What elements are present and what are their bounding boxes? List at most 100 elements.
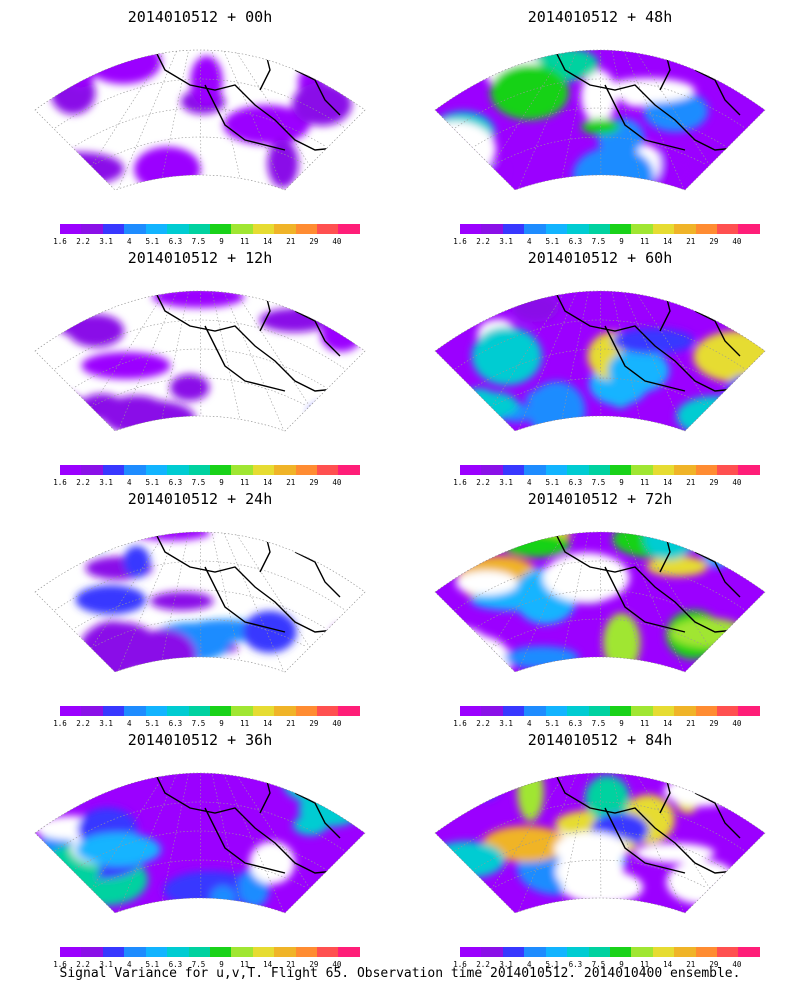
colorbar-tick-label: 6.3 — [568, 237, 583, 246]
colorbar-swatch — [338, 224, 360, 234]
variance-blob — [57, 313, 101, 338]
variance-map — [34, 49, 366, 191]
colorbar-swatch — [231, 706, 253, 716]
colorbar — [460, 947, 760, 957]
colorbar-tick-label: 5.1 — [545, 960, 560, 969]
colorbar-swatch — [188, 224, 210, 234]
colorbar-tick-label: 7.5 — [191, 960, 206, 969]
colorbar-swatch — [317, 706, 339, 716]
colorbar-swatch — [124, 465, 146, 475]
map-panel: 2014010512 + 24h 1.6 2.2 3.1 4 5.1 6.3 7.5 9 11 14… — [0, 484, 400, 729]
colorbar-swatch — [60, 224, 82, 234]
colorbar-labels: 1.6 2.2 3.1 4 5.1 6.3 7.5 9 11 14 21 29 40 — [48, 719, 372, 729]
variance-blob — [223, 105, 310, 145]
variance-map — [434, 531, 766, 673]
colorbar-tick-label: 4 — [126, 719, 132, 728]
variance-blob — [471, 773, 501, 800]
colorbar-tick-label: 14 — [263, 719, 273, 728]
colorbar-tick-label: 11 — [240, 719, 250, 728]
variance-blob — [292, 82, 352, 126]
colorbar-tick-label: 5.1 — [145, 237, 160, 246]
colorbar-tick-label: 7.5 — [591, 237, 606, 246]
variance-blob — [134, 146, 201, 190]
colorbar-swatch — [274, 706, 296, 716]
colorbar-tick-label: 11 — [240, 478, 250, 487]
colorbar-swatch — [545, 465, 568, 475]
colorbar-tick-label: 14 — [263, 237, 273, 246]
colorbar-swatch — [738, 465, 760, 475]
colorbar-swatch — [209, 465, 232, 475]
colorbar-tick-label: 9 — [619, 237, 624, 246]
colorbar-swatch — [274, 224, 296, 234]
colorbar-tick-label: 1.6 — [53, 960, 67, 969]
coastline — [554, 50, 741, 151]
colorbar-tick-label: 9 — [219, 960, 224, 969]
colorbar-swatch — [502, 947, 525, 957]
variance-map — [434, 772, 766, 914]
colorbar-swatch — [167, 465, 189, 475]
colorbar-swatch — [274, 465, 296, 475]
variance-blob — [490, 64, 569, 120]
coastline — [154, 50, 341, 151]
map-panel: 2014010512 + 36h 1.6 2.2 3.1 4 5.1 6.3 7.5 9 11 14… — [0, 725, 400, 970]
colorbar-tick-label: 29 — [709, 237, 719, 246]
colorbar-tick-label: 40 — [732, 719, 742, 728]
variance-blob — [435, 841, 505, 879]
colorbar-tick-label: 21 — [686, 719, 696, 728]
colorbar-swatch — [652, 706, 675, 716]
colorbar-tick-label: 9 — [219, 478, 224, 487]
variance-blob — [328, 624, 355, 665]
colorbar-swatch — [81, 947, 103, 957]
colorbar-tick-label: 21 — [286, 960, 296, 969]
colorbar-swatch — [567, 465, 589, 475]
colorbar-tick-label: 4 — [526, 960, 532, 969]
variance-blob — [37, 152, 124, 186]
variance-blob — [517, 773, 544, 822]
variance-blob — [482, 825, 569, 862]
map-panel: 2014010512 + 60h 1.6 2.2 3.1 4 5.1 6.3 7.5 9 11 14… — [400, 243, 800, 488]
colorbar-swatch — [652, 465, 675, 475]
variance-blob — [502, 532, 571, 558]
colorbar-swatch — [652, 947, 675, 957]
colorbar-tick-label: 1.6 — [53, 237, 67, 246]
colorbar-tick-label: 6.3 — [568, 478, 583, 487]
variance-blob — [309, 401, 365, 423]
colorbar-swatch — [167, 947, 189, 957]
colorbar-swatch — [567, 706, 589, 716]
colorbar-swatch — [460, 947, 482, 957]
colorbar-labels: 1.6 2.2 3.1 4 5.1 6.3 7.5 9 11 14 21 29 40 — [48, 237, 372, 247]
colorbar — [60, 706, 360, 716]
colorbar-swatch — [609, 224, 632, 234]
variance-blob — [75, 832, 161, 867]
colorbar-tick-label: 9 — [219, 719, 224, 728]
colorbar-tick-label: 4 — [526, 237, 532, 246]
map-panel: 2014010512 + 72h 1.6 2.2 3.1 4 5.1 6.3 7.5 9 11 14… — [400, 484, 800, 729]
colorbar-tick-label: 21 — [286, 237, 296, 246]
colorbar-labels: 1.6 2.2 3.1 4 5.1 6.3 7.5 9 11 14 21 29 40 — [448, 960, 772, 970]
colorbar-swatch — [674, 947, 696, 957]
variance-blob — [554, 831, 628, 867]
variance-blob — [35, 391, 83, 417]
colorbar-swatch — [738, 706, 760, 716]
colorbar-swatch — [524, 947, 546, 957]
colorbar-tick-label: 11 — [640, 478, 650, 487]
colorbar-tick-label: 2.2 — [476, 960, 490, 969]
variance-blob — [435, 121, 497, 178]
variance-blob — [504, 646, 579, 670]
colorbar-tick-label: 21 — [686, 237, 696, 246]
colorbar-labels: 1.6 2.2 3.1 4 5.1 6.3 7.5 9 11 14 21 29 40 — [48, 478, 372, 488]
colorbar-swatch — [481, 706, 503, 716]
variance-blob — [249, 841, 295, 885]
colorbar-swatch — [231, 224, 253, 234]
colorbar-swatch — [631, 706, 653, 716]
colorbar-swatch — [717, 224, 739, 234]
colorbar-swatch — [695, 947, 718, 957]
colorbar-tick-label: 29 — [309, 719, 319, 728]
colorbar — [60, 947, 360, 957]
colorbar-swatch — [317, 465, 339, 475]
variance-blob — [646, 555, 708, 577]
variance-blob — [712, 67, 759, 88]
colorbar-tick-label: 29 — [309, 237, 319, 246]
variance-blob — [150, 591, 214, 611]
variance-blob — [61, 773, 87, 802]
